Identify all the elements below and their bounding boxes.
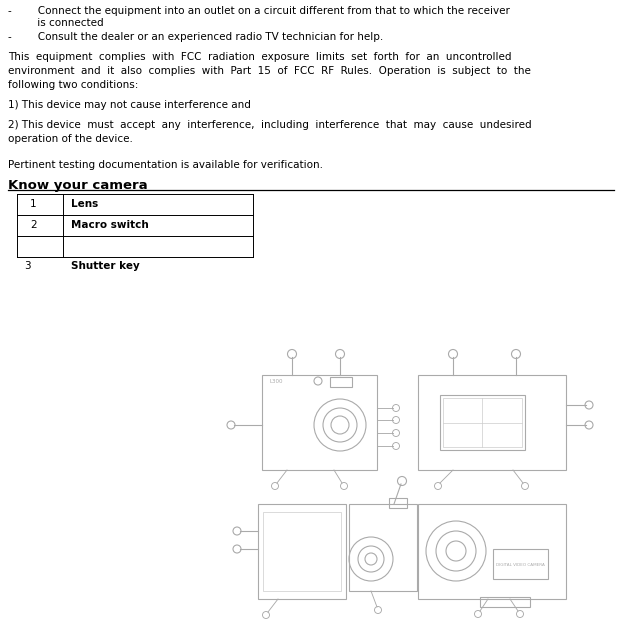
Bar — [349, 504, 417, 591]
Text: 1) This device may not cause interference and: 1) This device may not cause interferenc… — [8, 100, 251, 110]
Bar — [389, 498, 407, 508]
Bar — [418, 504, 566, 599]
Bar — [480, 597, 530, 607]
Text: operation of the device.: operation of the device. — [8, 134, 133, 144]
Bar — [263, 512, 341, 591]
Text: is connected: is connected — [8, 18, 103, 28]
Bar — [493, 549, 548, 579]
Text: Know your camera: Know your camera — [8, 179, 148, 192]
Text: L300: L300 — [270, 379, 283, 384]
Bar — [262, 375, 377, 470]
Bar — [258, 504, 346, 599]
Text: 2: 2 — [30, 220, 37, 230]
Text: This  equipment  complies  with  FCC  radiation  exposure  limits  set  forth  f: This equipment complies with FCC radiati… — [8, 52, 511, 62]
Text: Lens: Lens — [71, 199, 98, 209]
Text: environment  and  it  also  complies  with  Part  15  of  FCC  RF  Rules.  Opera: environment and it also complies with Pa… — [8, 66, 531, 76]
Text: -        Consult the dealer or an experienced radio TV technician for help.: - Consult the dealer or an experienced r… — [8, 32, 383, 42]
Text: Pertinent testing documentation is available for verification.: Pertinent testing documentation is avail… — [8, 160, 323, 170]
Bar — [330, 377, 352, 387]
Text: Shutter key: Shutter key — [71, 261, 140, 271]
Text: following two conditions:: following two conditions: — [8, 80, 138, 90]
Text: Macro switch: Macro switch — [71, 220, 149, 230]
Text: 2) This device  must  accept  any  interference,  including  interference  that : 2) This device must accept any interfere… — [8, 120, 531, 130]
Text: -        Connect the equipment into an outlet on a circuit different from that t: - Connect the equipment into an outlet o… — [8, 6, 510, 16]
Bar — [440, 395, 525, 450]
Text: DIGITAL VIDEO CAMERA: DIGITAL VIDEO CAMERA — [496, 563, 545, 567]
Text: 3: 3 — [24, 261, 31, 271]
Bar — [443, 398, 522, 447]
Text: 1: 1 — [30, 199, 37, 209]
Bar — [418, 375, 566, 470]
